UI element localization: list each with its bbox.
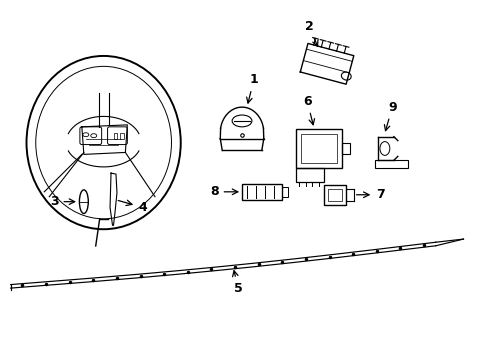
Text: 1: 1 <box>246 73 258 103</box>
Bar <box>324 185 345 204</box>
Bar <box>113 133 117 139</box>
Bar <box>296 168 324 182</box>
Text: 9: 9 <box>384 101 396 131</box>
Bar <box>296 129 341 168</box>
Text: 8: 8 <box>210 185 237 198</box>
Bar <box>327 189 341 201</box>
Bar <box>341 143 349 154</box>
Text: 4: 4 <box>118 200 147 214</box>
Text: 3: 3 <box>50 195 75 208</box>
Bar <box>301 134 336 163</box>
Bar <box>281 187 287 197</box>
Text: 6: 6 <box>303 95 314 125</box>
Text: 2: 2 <box>304 20 317 46</box>
Text: 5: 5 <box>232 271 242 295</box>
Text: 7: 7 <box>356 188 384 201</box>
Bar <box>242 184 281 200</box>
Bar <box>374 160 407 168</box>
Bar <box>120 133 124 139</box>
